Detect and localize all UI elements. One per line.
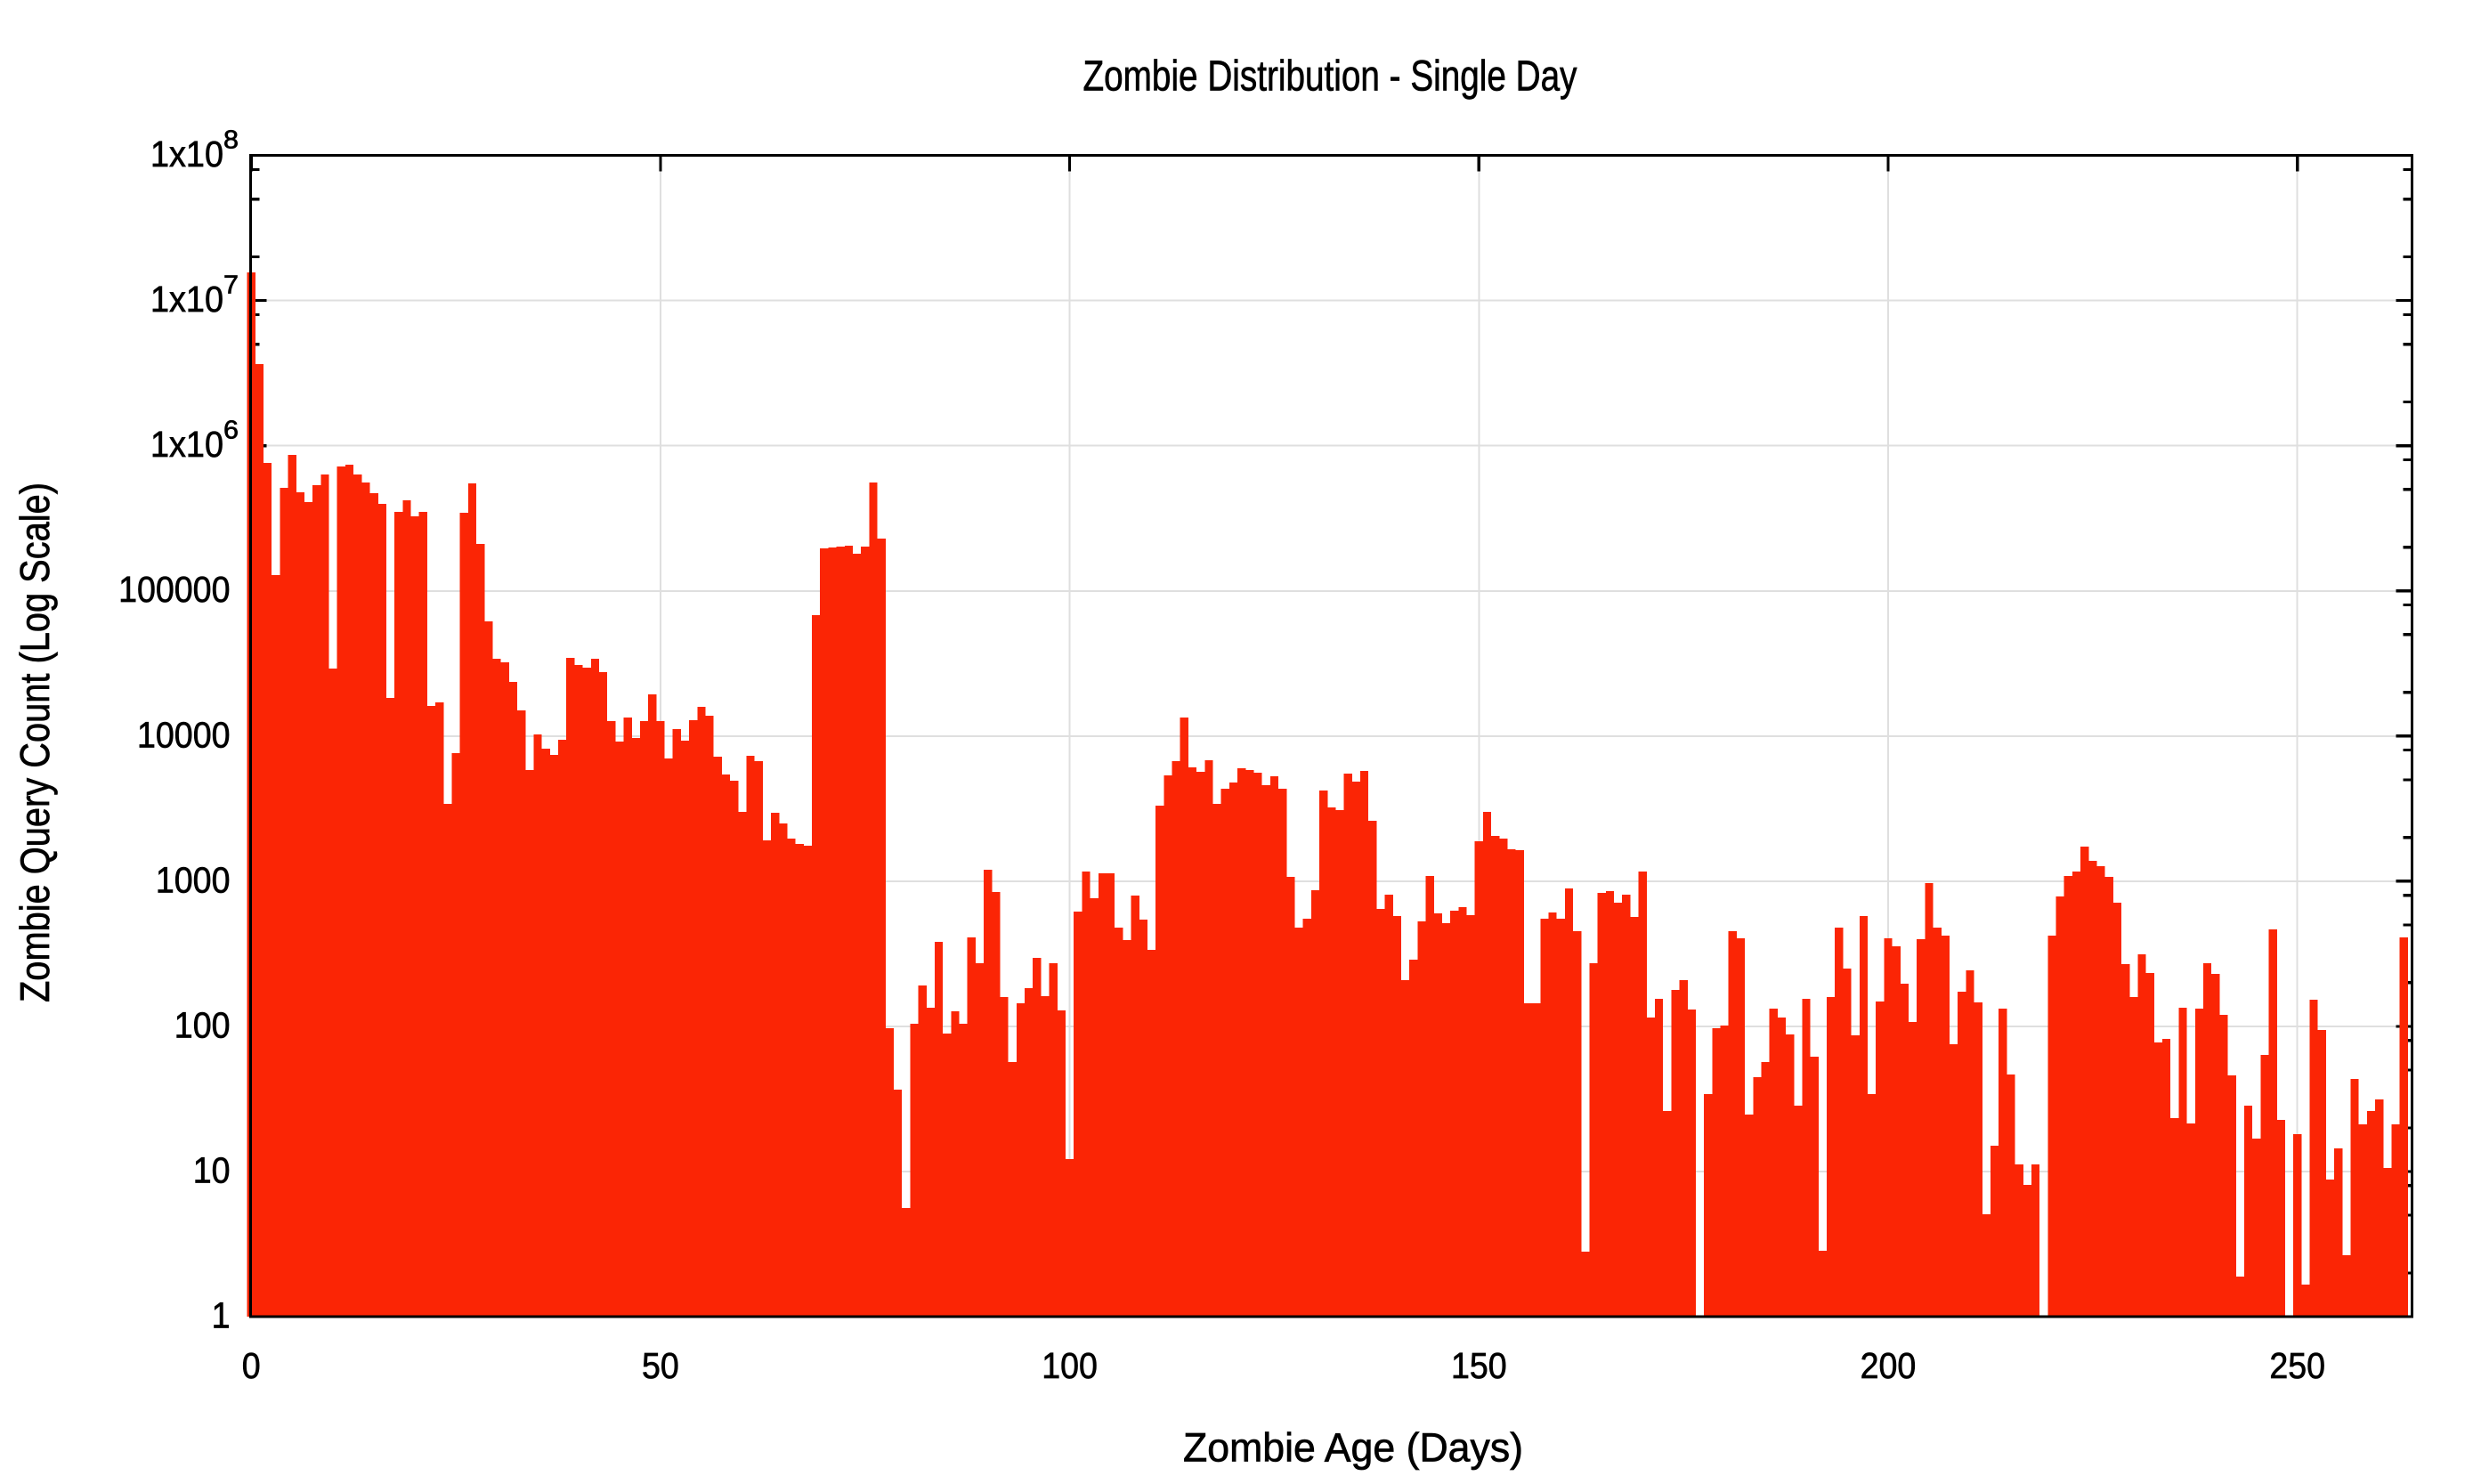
svg-text:50: 50 [642,1345,679,1386]
svg-text:8: 8 [223,126,239,155]
svg-text:1x10: 1x10 [150,279,223,320]
svg-text:100: 100 [174,1004,231,1045]
svg-text:1000: 1000 [156,859,231,900]
svg-text:250: 250 [2269,1345,2325,1386]
svg-text:10000: 10000 [137,714,231,755]
svg-text:100000: 100000 [118,569,230,610]
svg-text:150: 150 [1451,1345,1507,1386]
svg-text:0: 0 [242,1345,261,1386]
svg-text:10: 10 [193,1150,231,1191]
svg-text:100: 100 [1042,1345,1098,1386]
svg-text:Zombie Distribution - Single D: Zombie Distribution - Single Day [1083,53,1577,101]
svg-text:Zombie Age (Days): Zombie Age (Days) [1183,1425,1523,1471]
svg-text:6: 6 [223,417,239,445]
svg-text:1x10: 1x10 [150,424,223,465]
svg-text:7: 7 [223,272,239,300]
svg-text:1: 1 [212,1295,231,1336]
svg-text:1x10: 1x10 [150,134,223,174]
svg-text:200: 200 [1861,1345,1917,1386]
svg-text:Zombie Query Count (Log Scale): Zombie Query Count (Log Scale) [12,483,58,1002]
